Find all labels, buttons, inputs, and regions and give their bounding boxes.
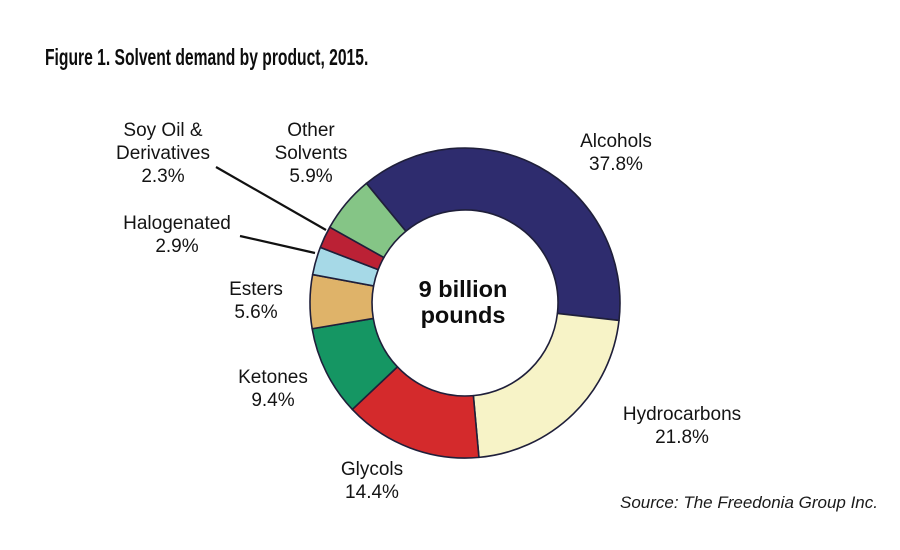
label-halogenated: Halogenated 2.9% <box>123 212 231 258</box>
center-label-line: 9 billion <box>418 276 508 302</box>
label-text: Hydrocarbons <box>622 404 742 425</box>
label-soy-oil: Soy Oil & Derivatives 2.3% <box>116 119 210 188</box>
label-esters: Esters 5.6% <box>229 278 283 324</box>
label-text: Alcohols <box>580 131 652 152</box>
slice-alcohols <box>365 147 621 322</box>
label-pct: 5.6% <box>234 302 278 323</box>
label-text: Soy Oil & <box>123 120 203 141</box>
label-text: Ketones <box>238 367 308 388</box>
figure-title: Figure 1. Solvent demand by product, 201… <box>45 44 369 70</box>
label-text: Other <box>287 120 335 141</box>
label-text: Derivatives <box>116 143 210 164</box>
center-label-line: pounds <box>420 302 506 328</box>
label-alcohols: Alcohols 37.8% <box>580 130 652 176</box>
slice-other-solvents <box>329 182 407 259</box>
label-pct: 2.9% <box>155 236 199 257</box>
label-text: Solvents <box>274 143 348 164</box>
label-text: Halogenated <box>123 213 231 234</box>
label-pct: 2.3% <box>141 166 185 187</box>
label-other-solvents: Other Solvents 5.9% <box>275 119 348 188</box>
source-attribution: Source: The Freedonia Group Inc. <box>620 493 878 512</box>
donut-center-label: 9 billion pounds <box>419 276 508 328</box>
label-text: Glycols <box>340 459 404 480</box>
label-pct: 5.9% <box>289 166 333 187</box>
label-text: Esters <box>229 279 283 300</box>
slice-hydrocarbons <box>472 312 620 459</box>
label-pct: 14.4% <box>345 482 399 503</box>
label-glycols: Glycols 14.4% <box>341 458 403 504</box>
label-ketones: Ketones 9.4% <box>238 366 308 412</box>
label-hydrocarbons: Hydrocarbons 21.8% <box>623 403 741 449</box>
label-pct: 9.4% <box>251 390 295 411</box>
label-pct: 21.8% <box>655 427 709 448</box>
label-pct: 37.8% <box>589 154 643 175</box>
leader-line <box>215 166 327 231</box>
leader-line <box>239 234 316 255</box>
